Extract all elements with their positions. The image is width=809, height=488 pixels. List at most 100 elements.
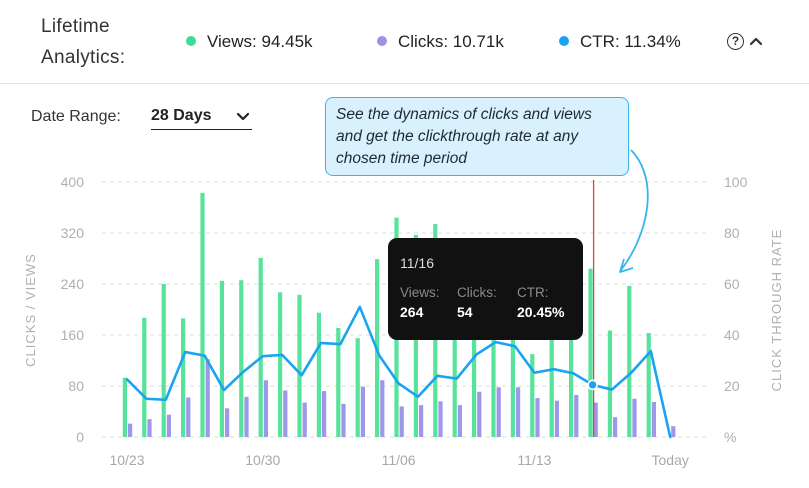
question-circle-icon[interactable]: ?	[727, 33, 744, 50]
clicks-bar	[671, 426, 676, 437]
tooltip-ctr-value: 20.45%	[517, 304, 565, 320]
views-bar	[316, 312, 321, 437]
header-title: Lifetime Analytics:	[41, 16, 126, 68]
views-bar	[452, 251, 457, 437]
x-tick-label: 11/13	[517, 452, 551, 468]
tooltip-clicks-label: Clicks:	[457, 285, 497, 300]
tooltip-views-value: 264	[400, 304, 424, 320]
clicks-stat-label: Clicks: 10.71k	[398, 32, 504, 51]
ctr-stat: CTR: 11.34%	[559, 32, 681, 52]
x-tick-label: 10/30	[245, 452, 280, 468]
views-bar	[472, 296, 477, 437]
tooltip-date: 11/16	[400, 255, 434, 271]
clicks-bar	[302, 402, 307, 437]
clicks-bar	[496, 387, 501, 437]
ctr-legend-dot	[559, 36, 569, 46]
views-bar	[239, 280, 244, 437]
y-tick-label: 80	[68, 378, 84, 394]
date-range-value: 28 Days	[151, 107, 212, 124]
y2-tick-label: 80	[724, 225, 740, 241]
clicks-bar	[457, 405, 462, 437]
clicks-bar	[322, 391, 327, 437]
views-bar	[646, 333, 651, 437]
date-range-label: Date Range:	[31, 108, 121, 125]
clicks-bar	[574, 394, 579, 437]
clicks-bar	[263, 380, 268, 437]
info-callout: See the dynamics of clicks and views and…	[325, 97, 629, 176]
x-tick-label: 10/23	[109, 452, 144, 468]
views-bar	[297, 294, 302, 437]
y-tick-label: 160	[61, 327, 85, 343]
y2-tick-label: 20	[724, 378, 740, 394]
chevron-down-icon	[236, 112, 250, 121]
y2-tick-label: 100	[724, 174, 748, 190]
clicks-bar	[535, 398, 540, 437]
y-tick-label: 240	[61, 276, 85, 292]
clicks-bar	[205, 359, 210, 437]
y2-tick-label: %	[724, 429, 736, 445]
clicks-bar	[477, 391, 482, 437]
clicks-bar	[438, 401, 443, 437]
clicks-bar	[147, 419, 152, 437]
clicks-bar	[186, 397, 191, 437]
views-bar	[355, 338, 360, 437]
x-tick-label: 11/06	[382, 452, 416, 468]
clicks-bar	[128, 423, 133, 437]
tooltip-ctr-label: CTR:	[517, 285, 549, 300]
views-bar	[142, 317, 147, 437]
views-bar	[530, 354, 535, 437]
x-tick-label: Today	[652, 452, 689, 468]
y-tick-label: 400	[61, 174, 85, 190]
date-range-select[interactable]: 28 Days	[151, 104, 252, 130]
chevron-up-icon[interactable]	[748, 34, 764, 48]
clicks-bar	[651, 401, 656, 437]
chart-tooltip: 11/16 Views: Clicks: CTR: 264 54 20.45%	[388, 238, 583, 340]
clicks-bar	[554, 400, 559, 437]
views-bar	[627, 285, 632, 437]
clicks-bar	[283, 390, 288, 437]
clicks-bar	[166, 414, 171, 437]
y2-tick-label: 40	[724, 327, 740, 343]
y2-tick-label: 60	[724, 276, 740, 292]
clicks-bar	[516, 387, 521, 437]
clicks-bar	[613, 417, 618, 437]
clicks-bar	[419, 405, 424, 437]
ctr-line	[125, 305, 672, 439]
views-bar	[510, 318, 515, 437]
views-bar	[258, 257, 263, 437]
views-bar	[588, 268, 593, 437]
clicks-bar	[593, 402, 598, 437]
callout-text: See the dynamics of clicks and views and…	[336, 106, 592, 167]
views-bar	[491, 298, 496, 437]
views-bar	[336, 327, 341, 437]
tooltip-views-label: Views:	[400, 285, 440, 300]
views-bar	[278, 292, 283, 437]
ctr-highlight-point	[587, 379, 598, 391]
clicks-bar	[360, 386, 365, 437]
views-bar	[200, 192, 205, 437]
analytics-header: Lifetime Analytics: Views: 94.45k Clicks…	[0, 0, 809, 84]
views-stat-label: Views: 94.45k	[207, 32, 313, 51]
clicks-bar	[244, 396, 249, 437]
clicks-stat: Clicks: 10.71k	[377, 32, 504, 52]
clicks-bar	[380, 380, 385, 437]
y-axis-label: CLICKS / VIEWS	[23, 253, 38, 367]
clicks-bar	[225, 408, 230, 437]
tooltip-clicks-value: 54	[457, 304, 473, 320]
y2-axis-label: CLICK THROUGH RATE	[769, 229, 784, 392]
ctr-stat-label: CTR: 11.34%	[580, 32, 681, 51]
clicks-bar	[399, 406, 404, 437]
clicks-legend-dot	[377, 36, 387, 46]
views-bar	[161, 284, 166, 437]
views-bar	[181, 318, 186, 437]
y-tick-label: 320	[61, 225, 85, 241]
y-tick-label: 0	[76, 429, 84, 445]
views-stat: Views: 94.45k	[186, 32, 313, 52]
views-bar	[607, 330, 612, 437]
views-bar	[569, 320, 574, 437]
views-bar	[219, 280, 224, 437]
views-bar	[122, 377, 127, 437]
clicks-bar	[632, 398, 637, 437]
clicks-bar	[341, 403, 346, 437]
views-legend-dot	[186, 36, 196, 46]
